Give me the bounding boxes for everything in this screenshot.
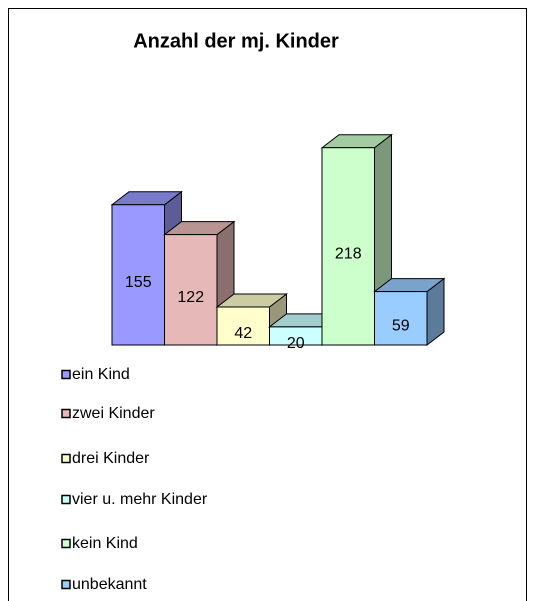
legend-label: ein Kind [72,366,130,383]
bar [321,147,375,346]
data-label: 20 [287,335,305,352]
legend-label: vier u. mehr Kinder [72,491,208,508]
legend-label: zwei Kinder [72,405,155,422]
legend-swatch [61,494,71,505]
legend-label: drei Kinder [72,450,150,467]
legend-swatch [61,453,71,464]
legend-swatch [61,538,71,549]
data-label: 155 [125,274,152,291]
data-label: 122 [177,289,204,306]
legend-swatch [61,408,71,419]
bar [374,291,428,346]
legend-label: unbekannt [72,576,147,593]
legend-label: kein Kind [72,535,138,552]
data-label: 42 [234,325,252,342]
chart-title: Anzahl der mj. Kinder [133,30,339,52]
legend-swatch [61,369,71,380]
data-label: 218 [335,246,362,263]
legend-swatch [61,579,71,590]
bar [216,306,270,346]
bar [164,234,218,346]
bar [111,204,165,346]
data-label: 59 [392,318,410,335]
